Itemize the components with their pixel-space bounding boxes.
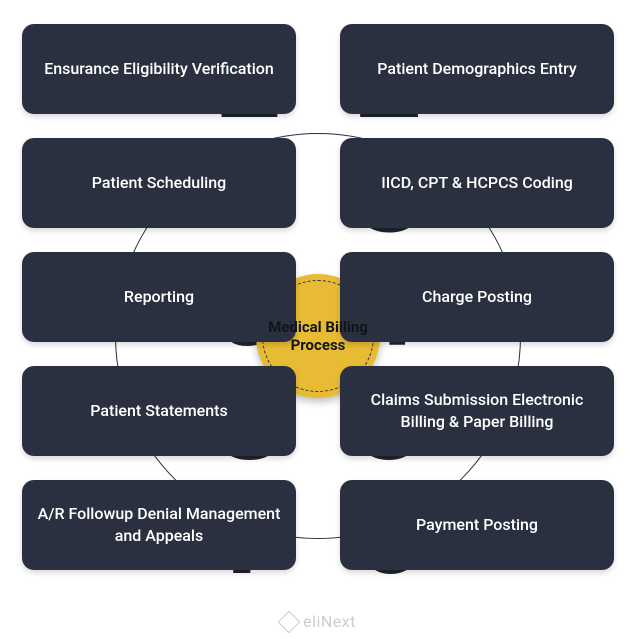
center-label: Medical Billing Process bbox=[256, 318, 380, 354]
step-card: Patient Scheduling bbox=[22, 138, 296, 228]
watermark: eliNext bbox=[0, 612, 637, 631]
step-card: Claims Submission Electronic Billing & P… bbox=[340, 366, 614, 456]
step-card: Charge Posting bbox=[340, 252, 614, 342]
step-card: IICD, CPT & HCPCS Coding bbox=[340, 138, 614, 228]
step-card-label: Patient Demographics Entry bbox=[377, 58, 576, 80]
step-card-label: Patient Statements bbox=[90, 400, 227, 422]
step-card: Patient Demographics Entry bbox=[340, 24, 614, 114]
step-card: Reporting bbox=[22, 252, 296, 342]
step-card-label: Ensurance Eligibility Verification bbox=[44, 58, 274, 80]
step-card: Payment Posting bbox=[340, 480, 614, 570]
watermark-text: eliNext bbox=[303, 612, 356, 631]
step-card-label: Payment Posting bbox=[416, 514, 538, 536]
watermark-logo-icon bbox=[278, 610, 301, 633]
infographic-canvas: 12103948576 Medical Billing Process Ensu… bbox=[0, 0, 637, 639]
step-card: Patient Statements bbox=[22, 366, 296, 456]
step-card-label: Charge Posting bbox=[422, 286, 532, 308]
step-card: A/R Followup Denial Management and Appea… bbox=[22, 480, 296, 570]
step-card-label: Patient Scheduling bbox=[92, 172, 226, 194]
step-card: Ensurance Eligibility Verification bbox=[22, 24, 296, 114]
step-card-label: IICD, CPT & HCPCS Coding bbox=[381, 172, 573, 194]
step-card-label: A/R Followup Denial Management and Appea… bbox=[36, 503, 282, 546]
step-card-label: Reporting bbox=[124, 286, 194, 308]
step-card-label: Claims Submission Electronic Billing & P… bbox=[354, 389, 600, 432]
